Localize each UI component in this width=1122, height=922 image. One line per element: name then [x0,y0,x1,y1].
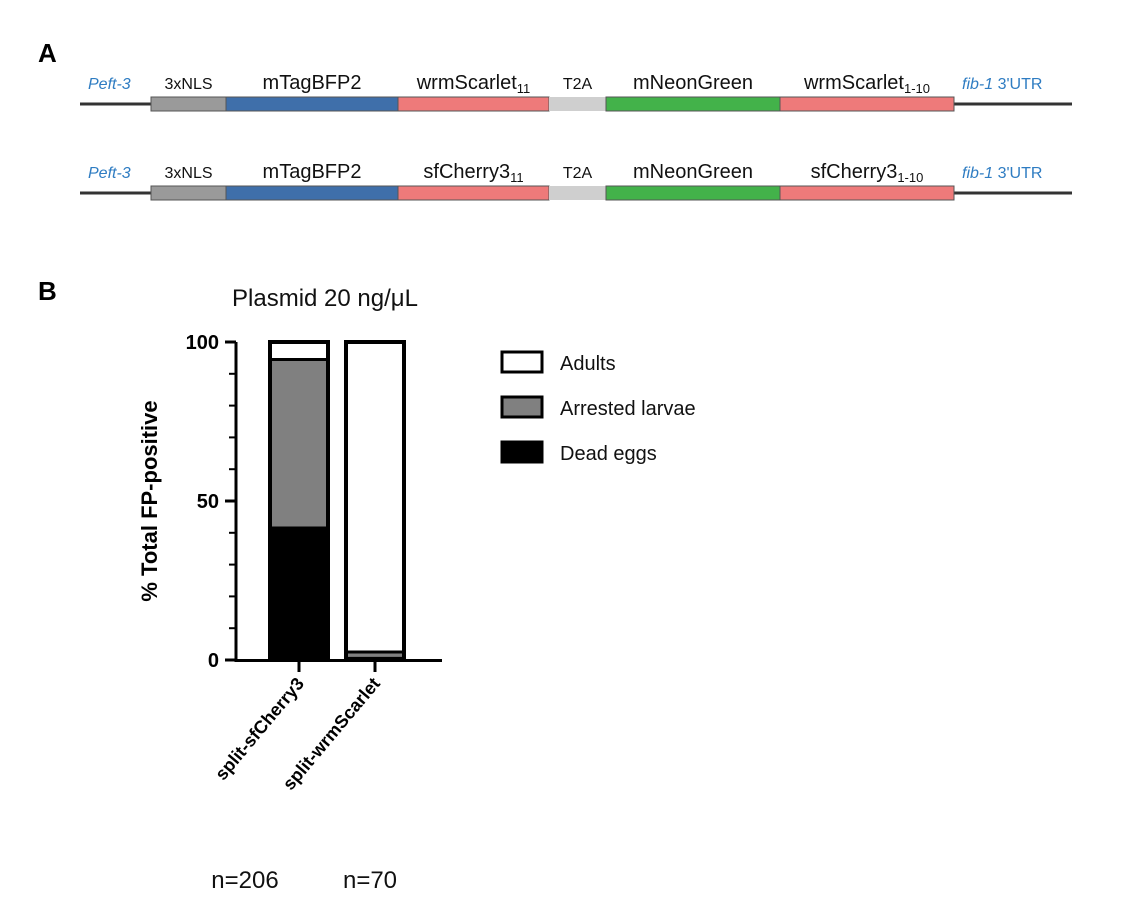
promoter-label: Peft-3 [88,76,131,93]
segment-wrmscarlet-1-10-label: wrmScarlet1-10 [803,72,930,96]
bar-segment-adults [270,342,328,360]
utr-label: fib-1 3'UTR [962,76,1042,93]
legend-label: Adults [560,353,616,375]
segment-main-text: wrmScarlet [416,72,517,94]
segment-main-text: mTagBFP2 [263,161,362,183]
bar-segment-arrested-larvae [270,359,328,529]
segment-wrmscarlet-11-label: wrmScarlet11 [416,72,531,96]
segment-t2a-box [549,186,606,200]
utr-gene: fib-1 [962,165,993,182]
segment-main-text: sfCherry3 [423,161,510,183]
segment-mneongreen-box [605,185,781,201]
segment-t2a-label: T2A [563,76,593,93]
segment-mtagbfp2-label: mTagBFP2 [263,72,362,94]
segment-sfcherry3-11-box [397,185,550,201]
segment-main-text: mNeonGreen [633,161,753,183]
legend-item-dead-eggs: Dead eggs [500,440,657,465]
bar-split-sfcherry3 [268,340,330,672]
segment-sfcherry3-11-label: sfCherry311 [423,161,523,185]
segment-sfcherry3-1-10-box [779,185,955,201]
y-axis-label: % Total FP-positive [137,400,162,601]
bar-segment-adults [346,342,404,653]
segment-mtagbfp2-box [225,96,399,112]
segment-wrmscarlet-1-10: wrmScarlet1-10 [779,72,955,112]
bar-segment-arrested-larvae [346,652,404,659]
segment-wrmscarlet-11: wrmScarlet11 [397,72,550,112]
legend-item-arrested-larvae: Arrested larvae [500,395,696,420]
promoter-label: Peft-3 [88,165,131,182]
legend-swatch [500,440,544,464]
bar-segment-dead-eggs [270,528,328,660]
panel-a-label: A [38,38,57,68]
segment-main-text: sfCherry3 [811,161,898,183]
legend-label: Dead eggs [560,443,657,465]
construct-1: Peft-3 fib-1 3'UTR 3xNLS mTagBFP2 wrmScarlet… [80,72,1072,112]
utr-suffix: 3'UTR [993,165,1042,182]
y-tick-label-100: 100 [186,332,219,354]
segment-main-text: 3xNLS [164,165,212,182]
segment-3xnls: 3xNLS [150,165,227,201]
segment-t2a: T2A [549,165,606,200]
segment-subscript: 11 [517,81,531,96]
utr-suffix: 3'UTR [993,76,1042,93]
segment-3xnls-box [150,185,227,201]
construct-diagrams: Peft-3 fib-1 3'UTR 3xNLS mTagBFP2 wrmScarlet… [80,72,1072,201]
segment-subscript: 11 [510,170,524,185]
y-tick-label-0: 0 [208,650,219,672]
segment-main-text: 3xNLS [164,76,212,93]
utr-label: fib-1 3'UTR [962,165,1042,182]
segment-subscript: 1-10 [897,170,923,185]
chart-title: Plasmid 20 ng/μL [232,285,418,312]
segment-mtagbfp2: mTagBFP2 [225,161,399,201]
segment-t2a-label: T2A [563,165,593,182]
segment-t2a: T2A [549,76,606,111]
segment-3xnls-box [150,96,227,112]
bar-split-wrmscarlet [344,340,406,672]
segment-mtagbfp2-box [225,185,399,201]
segment-mneongreen-label: mNeonGreen [633,72,753,94]
segment-main-text: mTagBFP2 [263,72,362,94]
segment-sfcherry3-1-10: sfCherry31-10 [779,161,955,201]
utr-gene: fib-1 [962,76,993,93]
panel-b-label: B [38,276,57,306]
segment-t2a-box [549,97,606,111]
segment-main-text: T2A [563,165,593,182]
segment-3xnls: 3xNLS [150,76,227,112]
segment-mneongreen-box [605,96,781,112]
legend: Adults Arrested larvae Dead eggs [500,350,696,465]
segment-mtagbfp2-label: mTagBFP2 [263,161,362,183]
legend-swatch [500,350,544,374]
segment-3xnls-label: 3xNLS [164,165,212,182]
segment-mneongreen: mNeonGreen [605,72,781,112]
segment-3xnls-label: 3xNLS [164,76,212,93]
segment-mneongreen-label: mNeonGreen [633,161,753,183]
y-tick-label-50: 50 [197,491,219,513]
segment-subscript: 1-10 [904,81,930,96]
n-label-wrmscarlet: n=70 [343,867,397,894]
legend-item-adults: Adults [500,350,616,375]
segment-main-text: wrmScarlet [803,72,904,94]
legend-label: Arrested larvae [560,398,696,420]
legend-swatch [500,395,544,419]
bars [268,340,406,672]
segment-mtagbfp2: mTagBFP2 [225,72,399,112]
segment-main-text: mNeonGreen [633,72,753,94]
segment-sfcherry3-1-10-label: sfCherry31-10 [811,161,924,185]
segment-sfcherry3-11: sfCherry311 [397,161,550,201]
segment-mneongreen: mNeonGreen [605,161,781,201]
n-label-sfcherry3: n=206 [211,867,278,894]
segment-main-text: T2A [563,76,593,93]
y-ticks: 0 50 100 [186,332,236,672]
segment-wrmscarlet-11-box [397,96,550,112]
segment-wrmscarlet-1-10-box [779,96,955,112]
